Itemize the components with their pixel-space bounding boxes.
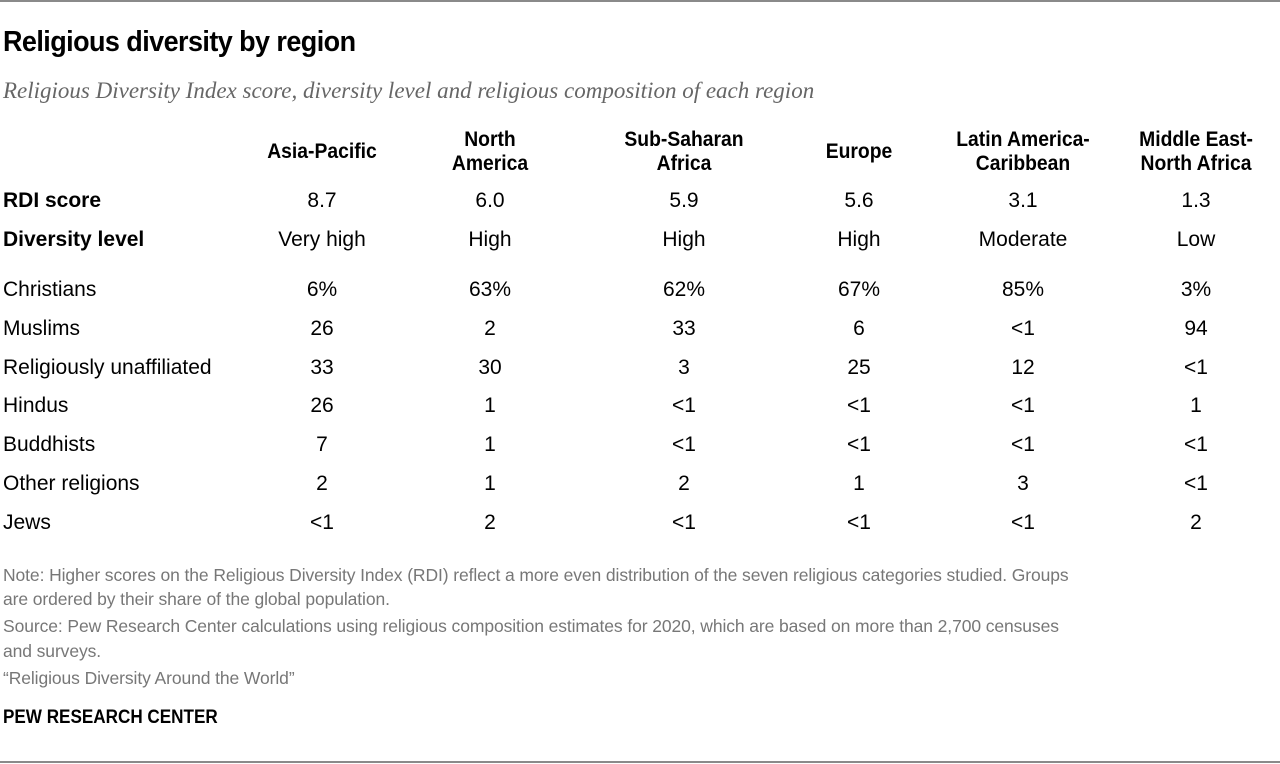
table-cell: <1 — [672, 433, 696, 456]
table-cell: <1 — [1011, 511, 1035, 534]
table-cell: High — [468, 228, 512, 251]
table-cell: 33 — [310, 356, 334, 379]
table-cell: 6% — [306, 278, 338, 301]
source-line-1: Source: Pew Research Center calculations… — [3, 616, 1059, 636]
row-label: RDI score — [3, 189, 102, 212]
row-label: Diversity level — [3, 228, 145, 251]
report-title: “Religious Diversity Around the World” — [3, 668, 295, 688]
table-cell: <1 — [847, 433, 871, 456]
table-cell: 3.1 — [1008, 189, 1038, 212]
table-cell: <1 — [1011, 317, 1035, 340]
table-cell: 85% — [1001, 278, 1045, 301]
table-cell: Low — [1176, 228, 1216, 251]
column-header-line: North — [464, 128, 516, 151]
table-cell: Moderate — [978, 228, 1068, 251]
column-header: Sub-Saharan Africa — [601, 128, 767, 176]
table-cell: <1 — [847, 394, 871, 417]
row-label: Buddhists — [3, 433, 96, 456]
bottom-rule — [0, 761, 1280, 763]
column-header: Middle East- North Africa — [1113, 128, 1279, 176]
table-cell: 2 — [484, 511, 496, 534]
column-header-line: Africa — [656, 152, 712, 175]
table-cell: 1 — [484, 394, 496, 417]
table-cell: 1 — [484, 472, 496, 495]
table-cell: <1 — [310, 511, 334, 534]
row-label: Other religions — [3, 472, 140, 495]
note-line-1: Note: Higher scores on the Religious Div… — [3, 565, 1069, 585]
table-cell: 2 — [316, 472, 328, 495]
column-header-line: Caribbean — [975, 152, 1071, 175]
row-label: Christians — [3, 278, 97, 301]
table-cell: 7 — [316, 433, 328, 456]
table-cell: <1 — [672, 394, 696, 417]
table-cell: 5.9 — [669, 189, 699, 212]
table-cell: 1.3 — [1181, 189, 1211, 212]
row-label: Jews — [3, 511, 51, 534]
column-header-line: Europe — [825, 140, 893, 163]
row-label: Religiously unaffiliated — [3, 356, 212, 379]
table-cell: High — [662, 228, 706, 251]
table-cell: <1 — [1184, 433, 1208, 456]
table-cell: 33 — [672, 317, 696, 340]
top-rule — [0, 0, 1280, 2]
table-cell: 12 — [1011, 356, 1035, 379]
table-cell: Very high — [278, 228, 366, 251]
table-cell: 30 — [478, 356, 502, 379]
table-cell: 6.0 — [475, 189, 505, 212]
note-line-2: are ordered by their share of the global… — [3, 589, 390, 609]
table-cell: 63% — [468, 278, 512, 301]
table-cell: 8.7 — [307, 189, 337, 212]
table-cell: <1 — [847, 511, 871, 534]
chart-subtitle: Religious Diversity Index score, diversi… — [3, 78, 815, 103]
row-label: Muslims — [3, 317, 80, 340]
row-label: Hindus — [3, 394, 69, 417]
table-cell: 3 — [1017, 472, 1029, 495]
table-cell: High — [837, 228, 881, 251]
table-cell: <1 — [1184, 356, 1208, 379]
table-cell: 26 — [310, 317, 334, 340]
column-header-line: Sub-Saharan — [624, 128, 744, 151]
column-header-line: North Africa — [1140, 152, 1252, 175]
column-header: North America — [407, 128, 573, 176]
table-cell: <1 — [1184, 472, 1208, 495]
column-header-line: America — [451, 152, 529, 175]
table-cell: 2 — [484, 317, 496, 340]
column-header-line: Middle East- — [1139, 128, 1253, 151]
table-cell: <1 — [1011, 433, 1035, 456]
table-cell: 67% — [837, 278, 881, 301]
table-cell: 6 — [853, 317, 865, 340]
brand-logo-text: PEW RESEARCH CENTER — [3, 707, 218, 728]
table-cell: 3 — [678, 356, 690, 379]
table-cell: 26 — [310, 394, 334, 417]
column-header: Latin America- Caribbean — [940, 128, 1106, 176]
table-cell: 94 — [1184, 317, 1208, 340]
table-cell: <1 — [672, 511, 696, 534]
table-cell: 1 — [853, 472, 865, 495]
table-cell: 1 — [1190, 394, 1202, 417]
column-header: Asia-Pacific — [239, 128, 405, 176]
table-cell: <1 — [1011, 394, 1035, 417]
table-cell: 3% — [1180, 278, 1212, 301]
table-cell: 2 — [1190, 511, 1202, 534]
source-line-2: and surveys. — [3, 641, 102, 661]
column-header: Europe — [776, 128, 942, 176]
table-cell: 25 — [847, 356, 871, 379]
column-header-line: Asia-Pacific — [267, 140, 377, 163]
table-cell: 62% — [662, 278, 706, 301]
table-cell: 2 — [678, 472, 690, 495]
table-cell: 1 — [484, 433, 496, 456]
chart-title: Religious diversity by region — [3, 26, 356, 58]
table-cell: 5.6 — [844, 189, 874, 212]
column-header-line: Latin America- — [956, 128, 1090, 151]
